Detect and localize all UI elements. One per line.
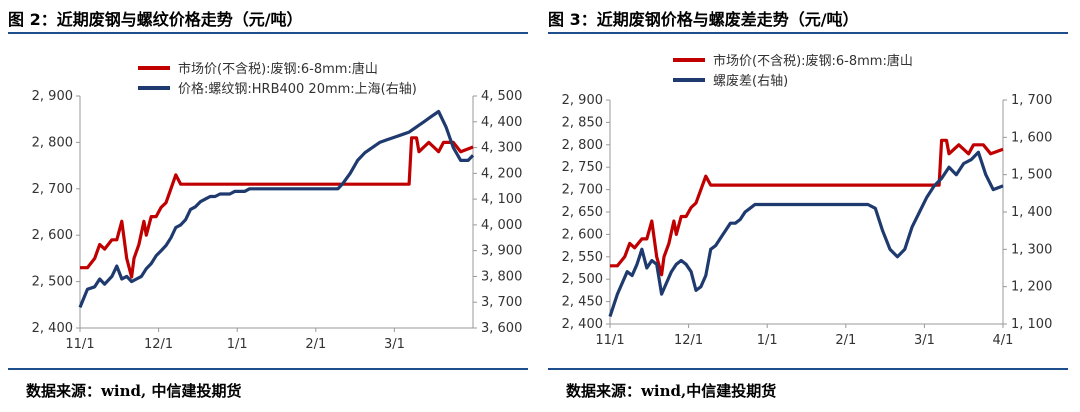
- source-note: 数据来源：wind, 中信建投期货: [26, 382, 242, 400]
- top-rule: [8, 32, 528, 34]
- bottom-rule: [548, 368, 1068, 370]
- legend-entry: 价格:螺纹钢:HRB400 20mm:上海(右轴): [178, 81, 417, 97]
- series-line-1: [80, 136, 474, 279]
- x-tick-label: 11/1: [65, 337, 94, 352]
- x-tick-label: 11/1: [595, 333, 624, 348]
- y2-tick-label: 3, 600: [481, 321, 522, 336]
- y2-tick-label: 3, 800: [481, 269, 522, 284]
- y2-tick-label: 1, 400: [1011, 205, 1052, 220]
- y-tick-label: 2, 900: [562, 93, 603, 108]
- legend-entry: 螺废差(右轴): [713, 73, 788, 89]
- bottom-rule: [8, 368, 528, 370]
- x-tick-label: 1/1: [757, 333, 778, 348]
- y-tick-label: 2, 800: [562, 138, 603, 153]
- y2-tick-label: 3, 900: [481, 244, 522, 259]
- y-tick-label: 2, 800: [32, 135, 73, 150]
- chart-title: 图 3：近期废钢价格与螺废差走势（元/吨）: [548, 10, 859, 29]
- x-tick-label: 2/1: [835, 333, 856, 348]
- legend-entry: 市场价(不含税):废钢:6-8mm:唐山: [178, 61, 378, 77]
- y2-tick-label: 1, 600: [1011, 130, 1052, 145]
- y-tick-label: 2, 850: [562, 115, 603, 130]
- y-tick-label: 2, 450: [562, 295, 603, 310]
- legend-entry: 市场价(不含税):废钢:6-8mm:唐山: [713, 53, 913, 69]
- y2-tick-label: 3, 700: [481, 295, 522, 310]
- chart-title: 图 2：近期废钢与螺纹价格走势（元/吨）: [8, 10, 303, 29]
- y2-tick-label: 4, 200: [481, 166, 522, 181]
- y2-tick-label: 1, 500: [1011, 168, 1052, 183]
- series-line-2: [608, 150, 1004, 318]
- line-chart-svg: 2, 400 2, 500 2, 600 2, 700 2, 800 2, 900 3, 6…: [32, 61, 523, 352]
- y-tick-label: 2, 550: [562, 250, 603, 265]
- y-tick-label: 2, 700: [562, 183, 603, 198]
- x-tick-label: 3/1: [914, 333, 935, 348]
- y2-tick-label: 1, 100: [1011, 317, 1052, 332]
- source-note: 数据来源：wind,中信建投期货: [566, 382, 777, 400]
- line-chart-svg: 2, 400 2, 450 2, 500 2, 550 2, 600 2, 650 2, 7…: [562, 53, 1053, 348]
- top-rule: [548, 32, 1068, 34]
- y-tick-label: 2, 600: [32, 228, 73, 243]
- x-tick-label: 1/1: [227, 337, 248, 352]
- y2-tick-label: 4, 300: [481, 141, 522, 156]
- y-tick-label: 2, 600: [562, 227, 603, 242]
- x-tick-label: 2/1: [305, 337, 326, 352]
- y-tick-label: 2, 500: [562, 272, 603, 287]
- series-line-1: [610, 138, 1004, 277]
- y-tick-label: 2, 500: [32, 275, 73, 290]
- x-tick-label: 12/1: [674, 333, 703, 348]
- y2-tick-label: 1, 300: [1011, 242, 1052, 257]
- x-tick-label: 12/1: [144, 337, 173, 352]
- y-tick-label: 2, 750: [562, 160, 603, 175]
- chart-panel-right: 图 3：近期废钢价格与螺废差走势（元/吨） 2, 400 2, 450 2, 500…: [548, 0, 1068, 412]
- y2-tick-label: 1, 700: [1011, 93, 1052, 108]
- y2-tick-label: 4, 100: [481, 192, 522, 207]
- x-tick-label: 4/1: [993, 333, 1014, 348]
- y-tick-label: 2, 400: [32, 321, 73, 336]
- y2-tick-label: 4, 400: [481, 115, 522, 130]
- chart-panel-left: 图 2：近期废钢与螺纹价格走势（元/吨） 2, 400 2, 500 2, 600 2…: [8, 0, 528, 412]
- y-tick-label: 2, 700: [32, 182, 73, 197]
- x-tick-label: 3/1: [384, 337, 405, 352]
- y2-tick-label: 4, 500: [481, 89, 522, 104]
- y-tick-label: 2, 900: [32, 89, 73, 104]
- series-line-2: [78, 109, 475, 309]
- y2-tick-label: 4, 000: [481, 218, 522, 233]
- y2-tick-label: 1, 200: [1011, 280, 1052, 295]
- y-tick-label: 2, 400: [562, 317, 603, 332]
- y-tick-label: 2, 650: [562, 205, 603, 220]
